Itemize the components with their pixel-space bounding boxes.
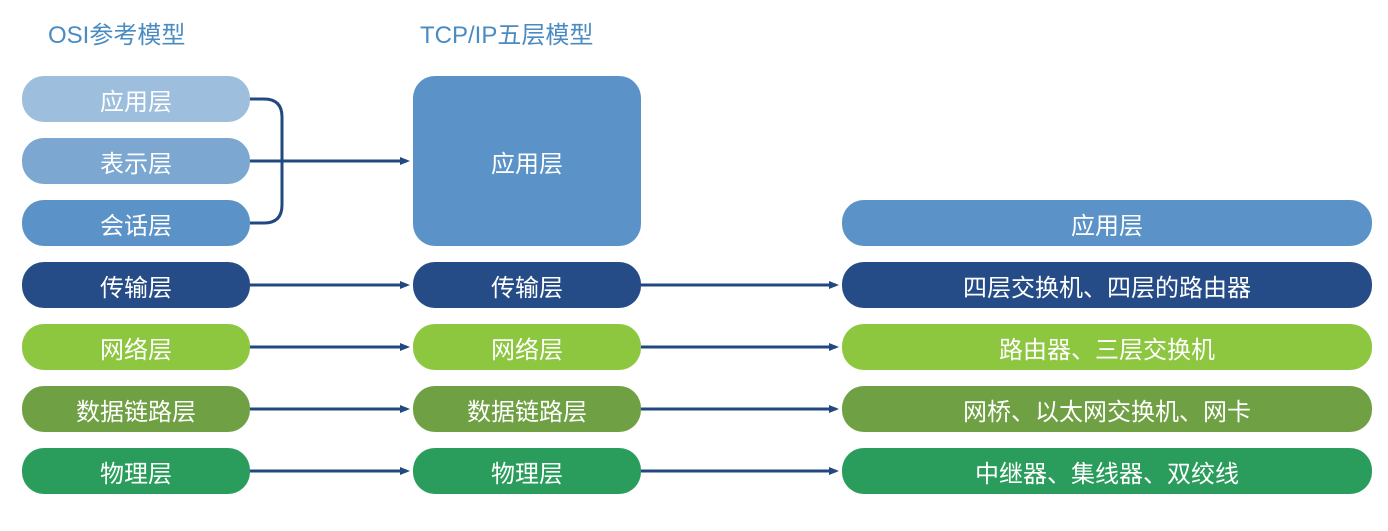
osi-layer-6: 物理层 (22, 448, 250, 494)
device-layer-3: 网桥、以太网交换机、网卡 (842, 386, 1372, 432)
device-layer-1: 四层交换机、四层的路由器 (842, 262, 1372, 308)
osi-layer-1: 表示层 (22, 138, 250, 184)
device-layer-4: 中继器、集线器、双绞线 (842, 448, 1372, 494)
osi-layer-5: 数据链路层 (22, 386, 250, 432)
tcpip-layer-4: 物理层 (413, 448, 641, 494)
osi-title: OSI参考模型 (48, 15, 185, 50)
device-layer-0: 应用层 (842, 200, 1372, 246)
osi-layer-0: 应用层 (22, 76, 250, 122)
tcpip-title: TCP/IP五层模型 (420, 15, 593, 50)
tcpip-layer-0: 应用层 (413, 76, 641, 246)
tcpip-layer-1: 传输层 (413, 262, 641, 308)
osi-layer-2: 会话层 (22, 200, 250, 246)
device-layer-2: 路由器、三层交换机 (842, 324, 1372, 370)
tcpip-layer-3: 数据链路层 (413, 386, 641, 432)
osi-layer-4: 网络层 (22, 324, 250, 370)
tcpip-layer-2: 网络层 (413, 324, 641, 370)
osi-layer-3: 传输层 (22, 262, 250, 308)
